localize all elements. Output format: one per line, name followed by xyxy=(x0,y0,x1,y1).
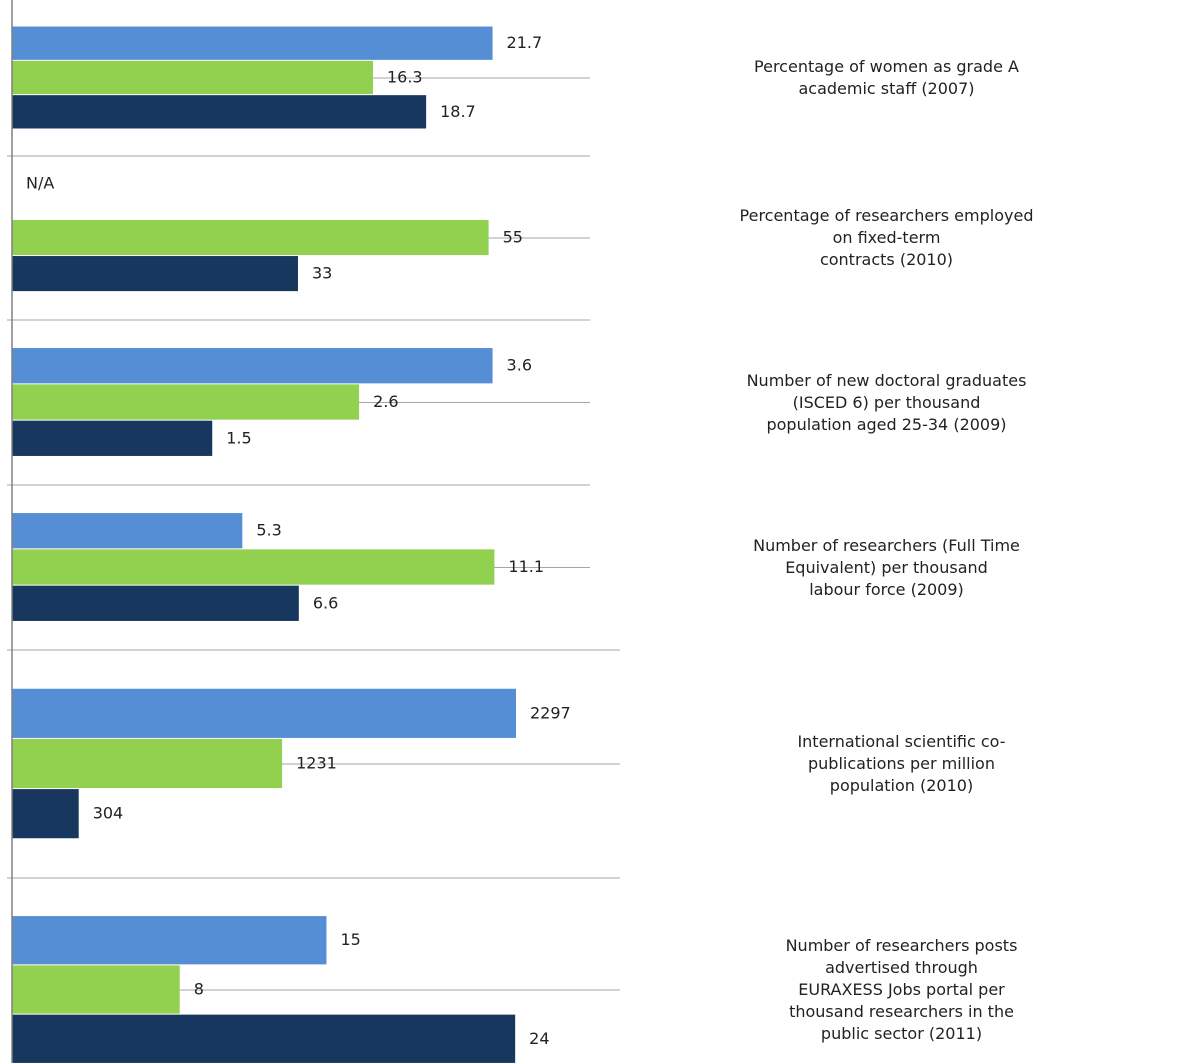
bar xyxy=(12,738,283,789)
bar xyxy=(12,789,79,839)
value-label: 55 xyxy=(503,228,523,247)
category-label: Number of new doctoral graduates (ISCED … xyxy=(746,370,1027,434)
value-label: 2297 xyxy=(530,703,571,722)
value-label: 2.6 xyxy=(373,392,398,411)
bar xyxy=(12,95,427,129)
bar xyxy=(12,688,516,738)
bar xyxy=(12,916,327,965)
value-label: 24 xyxy=(529,1029,549,1048)
value-label: 16.3 xyxy=(387,68,423,87)
bar xyxy=(12,384,360,420)
bar xyxy=(12,219,489,256)
value-label: 8 xyxy=(194,980,204,999)
value-label: 304 xyxy=(93,804,124,823)
category-label: Percentage of women as grade A academic … xyxy=(754,57,1019,98)
bar xyxy=(12,965,180,1014)
bar xyxy=(12,420,213,456)
value-label: 5.3 xyxy=(256,521,281,540)
bar xyxy=(12,348,493,384)
value-label: 15 xyxy=(340,930,360,949)
value-label: 6.6 xyxy=(313,593,338,612)
category-label: International scientific co-publications… xyxy=(797,732,1006,795)
category-label: Percentage of researchers employed on fi… xyxy=(739,206,1034,269)
bar xyxy=(12,585,299,621)
bar xyxy=(12,256,298,292)
category-label: Number of researchers posts advertised t… xyxy=(785,936,1018,1043)
bar xyxy=(12,26,493,60)
value-label: N/A xyxy=(26,173,54,192)
bar xyxy=(12,549,495,585)
value-label: 11.1 xyxy=(508,557,544,576)
value-label: 18.7 xyxy=(440,102,476,121)
value-label: 1.5 xyxy=(226,428,251,447)
value-label: 21.7 xyxy=(507,33,543,52)
value-label: 33 xyxy=(312,264,332,283)
bar xyxy=(12,1014,516,1063)
value-label: 1231 xyxy=(296,754,337,773)
category-label: Number of researchers (Full Time Equival… xyxy=(753,535,1020,599)
bar xyxy=(12,513,243,549)
value-label: 3.6 xyxy=(507,356,532,375)
bar xyxy=(12,60,373,95)
